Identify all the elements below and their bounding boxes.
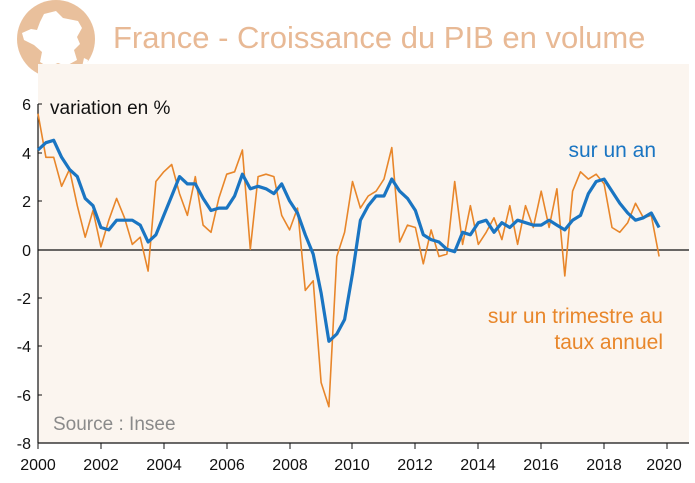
y-tick-label: 2 xyxy=(22,194,31,211)
x-tick-label: 2010 xyxy=(334,457,370,474)
x-tick-label: 2000 xyxy=(20,457,56,474)
y-tick-label: -6 xyxy=(17,388,31,405)
annotation-quarterly-line2: taux annuel xyxy=(554,331,663,354)
plot-area xyxy=(38,64,689,443)
x-tick-label: 2016 xyxy=(523,457,559,474)
annotation-annual: sur un an xyxy=(568,139,656,162)
x-tick-label: 2008 xyxy=(272,457,308,474)
y-tick-label: -4 xyxy=(17,339,31,356)
annotation-quarterly-line1: sur un trimestre au xyxy=(488,305,663,328)
x-tick-label: 2004 xyxy=(146,457,182,474)
x-tick-label: 2006 xyxy=(209,457,245,474)
x-tick-label: 2020 xyxy=(646,457,682,474)
x-tick-label: 2014 xyxy=(460,457,496,474)
y-tick-label: -8 xyxy=(17,436,31,453)
france-map-icon xyxy=(17,0,95,78)
series-line-annual xyxy=(36,138,661,343)
y-axis-unit-label: variation en % xyxy=(50,98,171,119)
chart-title: France - Croissance du PIB en volume xyxy=(113,20,645,55)
y-tick-label: 4 xyxy=(22,146,31,163)
y-tick-label: -2 xyxy=(17,291,31,308)
x-axis-ticks: 2000 2002 2004 2006 2008 2010 2012 2014 … xyxy=(20,443,682,474)
y-axis-ticks: 6 4 2 0 -2 -4 -6 -8 xyxy=(17,97,42,453)
x-tick-label: 2018 xyxy=(586,457,622,474)
y-tick-label: 0 xyxy=(22,243,31,260)
y-tick-label: 6 xyxy=(22,97,31,114)
x-tick-label: 2002 xyxy=(83,457,119,474)
x-tick-label: 2012 xyxy=(397,457,433,474)
series-line-quarterly xyxy=(37,113,660,408)
source-note: Source : Insee xyxy=(53,414,176,435)
